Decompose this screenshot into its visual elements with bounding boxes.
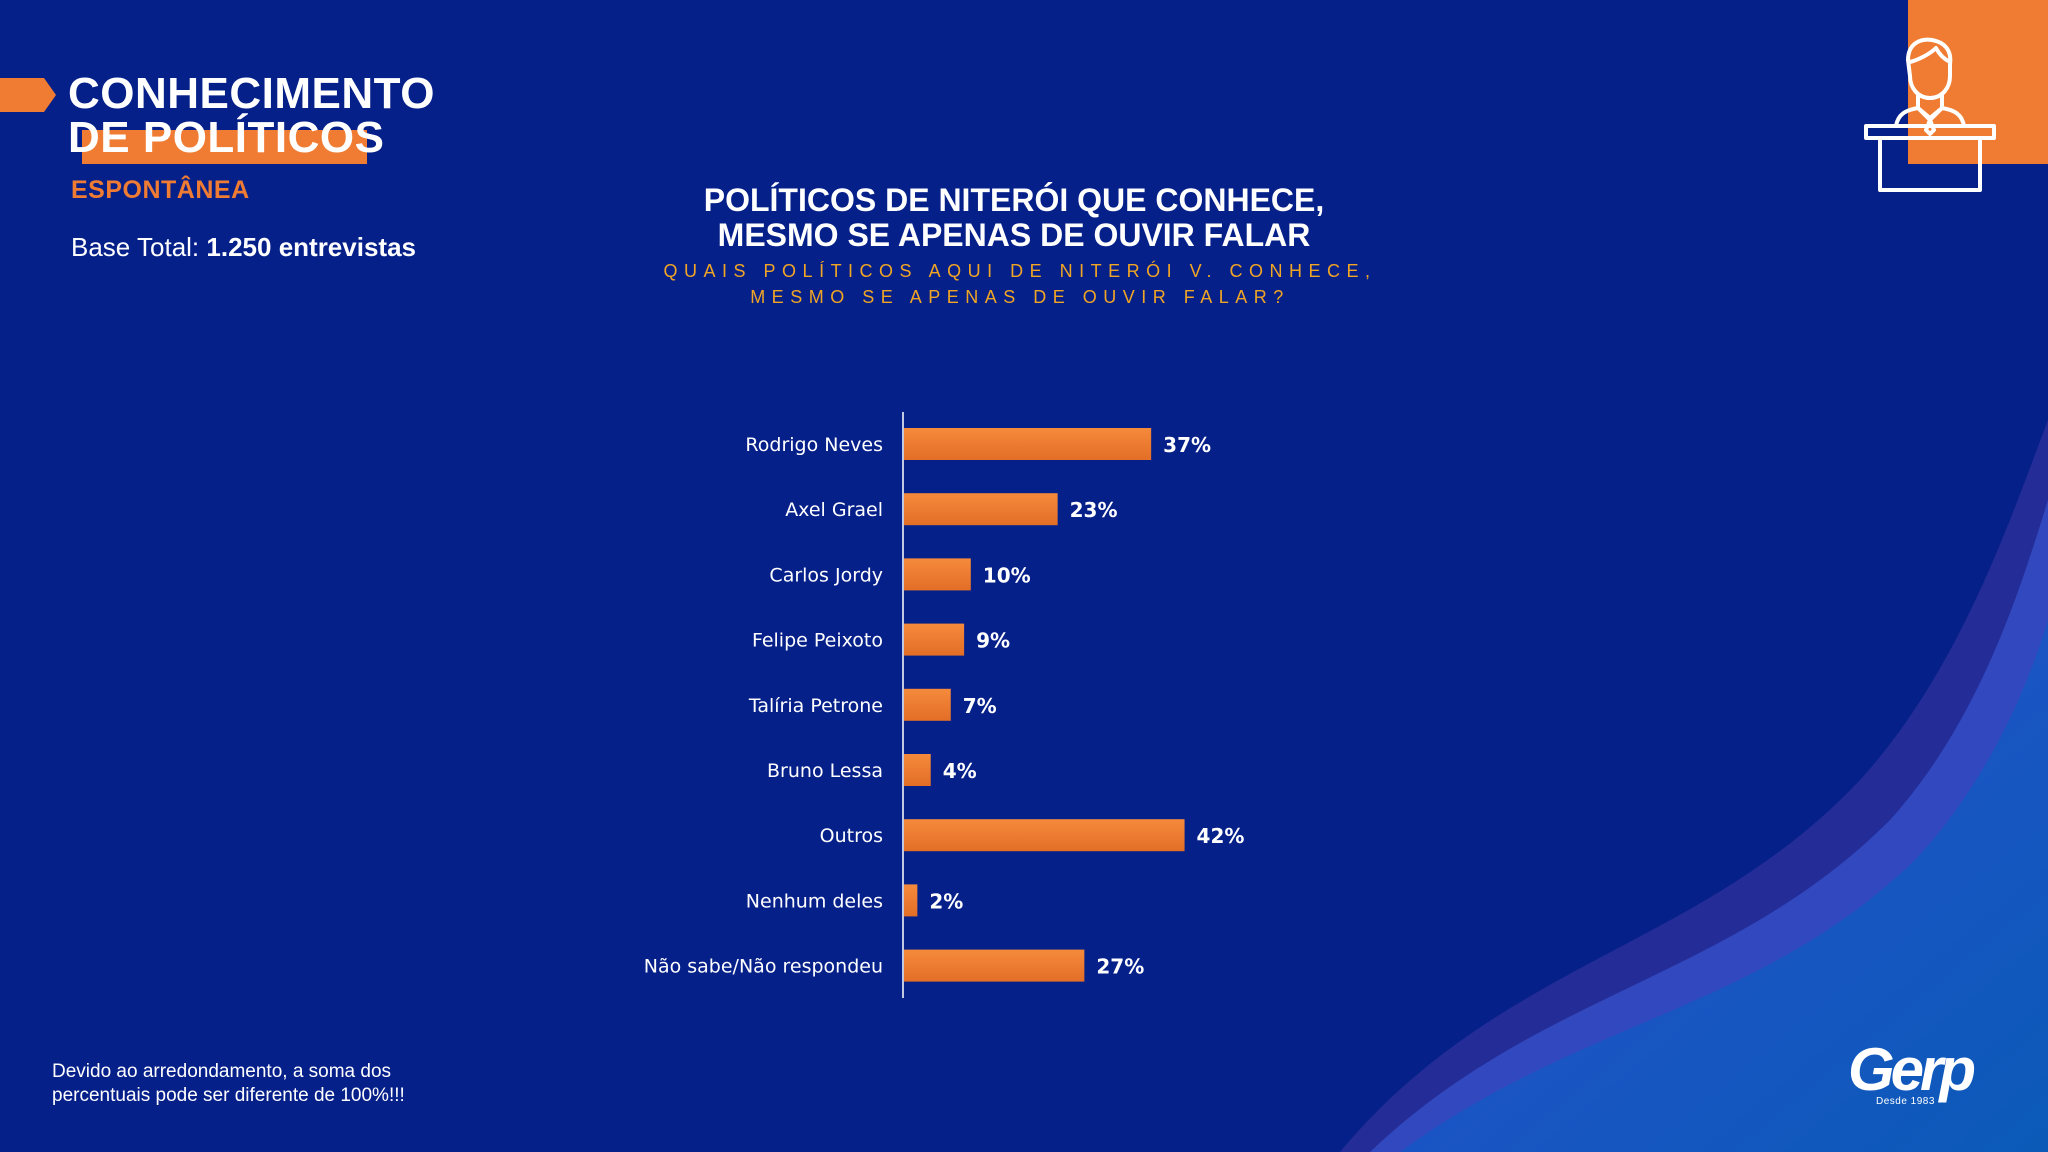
gerp-logo: Gerp Desde 1983 <box>1848 1040 1988 1110</box>
title-highlight-bar <box>82 130 367 164</box>
value-label: 7% <box>963 694 997 718</box>
category-label: Talíria Petrone <box>748 695 883 717</box>
arrow-tag-icon <box>0 78 56 112</box>
category-label: Não sabe/Não respondeu <box>644 956 883 978</box>
logo-tagline: Desde 1983 <box>1876 1096 1935 1107</box>
bar <box>904 754 931 786</box>
value-label: 4% <box>943 759 977 783</box>
logo-wordmark: Gerp <box>1848 1036 1976 1103</box>
base-total-value: 1.250 entrevistas <box>206 232 416 262</box>
base-total: Base Total: 1.250 entrevistas <box>71 232 416 263</box>
chart-title-line-2: MESMO SE APENAS DE OUVIR FALAR <box>717 217 1311 253</box>
value-label: 42% <box>1197 824 1245 848</box>
slide-subtitle: ESPONTÂNEA <box>71 176 250 204</box>
chart-question-line-1: QUAIS POLÍTICOS AQUI DE NITERÓI V. CONHE… <box>663 261 1377 281</box>
bar <box>904 819 1185 852</box>
bar <box>904 949 1085 982</box>
chart-question-line-2: MESMO SE APENAS DE OUVIR FALAR? <box>750 287 1290 307</box>
value-label: 27% <box>1096 955 1144 979</box>
category-label: Felipe Peixoto <box>752 630 883 652</box>
base-total-label: Base Total: <box>71 232 200 262</box>
value-label: 2% <box>929 889 963 913</box>
bar <box>904 688 951 721</box>
speaker-at-podium-icon <box>1864 37 1996 192</box>
category-label: Bruno Lessa <box>767 760 883 782</box>
bar <box>904 558 971 591</box>
category-label: Carlos Jordy <box>769 564 883 586</box>
chart-title-line-1: POLÍTICOS DE NITERÓI QUE CONHECE, <box>703 182 1325 218</box>
footnote-line-2: percentuais pode ser diferente de 100%!!… <box>52 1085 405 1106</box>
value-label: 23% <box>1070 498 1118 522</box>
footnote-line-1: Devido ao arredondamento, a soma dos <box>52 1061 392 1082</box>
bar <box>904 428 1152 460</box>
category-label: Rodrigo Neves <box>745 434 883 456</box>
slide-title-line-1: CONHECIMENTO <box>68 69 435 118</box>
slide-title-block: CONHECIMENTO DE POLÍTICOS <box>0 68 460 178</box>
value-label: 9% <box>976 629 1010 653</box>
footnote: Devido ao arredondamento, a soma dos per… <box>52 1060 492 1108</box>
chart-question: QUAIS POLÍTICOS AQUI DE NITERÓI V. CONHE… <box>620 258 1420 310</box>
value-label: 37% <box>1163 433 1211 457</box>
bar-chart: Rodrigo Neves 37% Axel Grael 23% Carlos Jord… <box>600 400 1400 1010</box>
slide-title-line-2: DE POLÍTICOS <box>68 113 385 162</box>
bar <box>904 623 965 656</box>
category-label: Axel Grael <box>785 499 883 521</box>
value-label: 10% <box>983 563 1031 587</box>
category-label: Nenhum deles <box>746 890 883 912</box>
bar <box>904 493 1058 526</box>
category-label: Outros <box>820 825 883 847</box>
bar <box>904 884 918 917</box>
chart-title: POLÍTICOS DE NITERÓI QUE CONHECE, MESMO … <box>660 183 1368 253</box>
bar-chart-svg: Rodrigo Neves 37% Axel Grael 23% Carlos Jord… <box>644 412 1245 998</box>
